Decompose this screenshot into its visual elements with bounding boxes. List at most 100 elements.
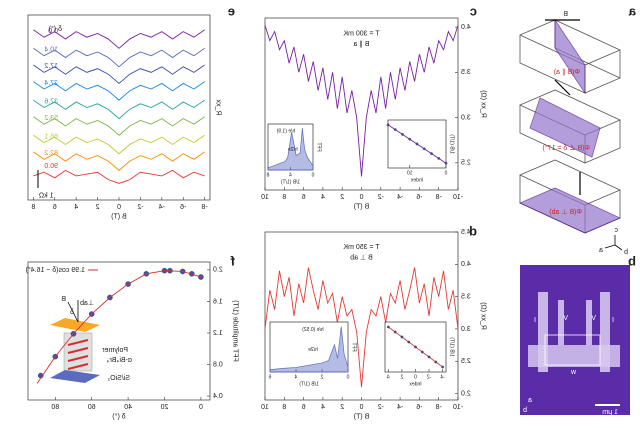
x-axis-label: 1/B (1/T)	[280, 179, 300, 185]
x-tick-label: 0	[346, 374, 349, 380]
x-tick-label: 6	[302, 194, 306, 201]
x-tick-label: -6	[416, 194, 422, 201]
data-point	[414, 345, 417, 349]
schematic-label: Φ(B ∠ δ = 17°)	[542, 144, 590, 152]
axis-label: a	[528, 397, 532, 404]
x-tick-label: -4	[397, 194, 403, 201]
x-tick-label: 10	[261, 194, 269, 201]
x-tick-label: 4	[387, 374, 390, 380]
data-line	[33, 64, 205, 85]
x-tick-label: 4	[289, 172, 292, 178]
axis-label: b	[624, 249, 628, 256]
x-axis-label: Index	[410, 177, 423, 183]
y-axis-label: R_xx	[215, 99, 222, 115]
data-line	[33, 169, 205, 184]
series-label: 10.4	[44, 47, 58, 54]
series-label: 27.4	[44, 80, 58, 87]
stack-label: Si/SiO₂	[107, 375, 130, 382]
x-axis-label: B (T)	[354, 414, 370, 421]
x-tick-label: 6	[53, 204, 57, 211]
annotation: 1 kΩ	[39, 193, 54, 200]
x-tick-label: -8	[435, 194, 441, 201]
x-tick-label: -6	[180, 204, 186, 211]
data-line	[33, 134, 205, 155]
axis-label: a	[599, 247, 603, 254]
plot-frame	[27, 261, 211, 401]
mirrored-figure: a b c d e f B Φ(B ∥ a) Φ(B ∠ δ = 17°) Φ(…	[26, 3, 636, 420]
plot-frame	[27, 14, 211, 201]
y-axis-label: FFT	[351, 342, 357, 351]
data-line	[264, 267, 459, 388]
x-tick-label: 0	[359, 404, 363, 411]
x-tick-label: -2	[427, 374, 432, 380]
x-tick-label: 2	[96, 204, 100, 211]
x-tick-label: 4	[74, 204, 78, 211]
panel-label: e	[228, 3, 235, 18]
x-tick-label: 60	[88, 404, 96, 411]
series-label: 0.0	[48, 28, 58, 35]
y-tick-label: 2.5	[461, 358, 471, 365]
x-tick-label: 80	[51, 404, 59, 411]
data-point	[420, 350, 424, 354]
series-label: 68.1	[44, 133, 58, 140]
x-tick-label: 0	[199, 404, 203, 411]
stack-label: ⊥ab	[80, 300, 94, 307]
annotation: h/e (1.9)	[276, 129, 295, 135]
data-line	[33, 99, 205, 120]
x-tick-label: 6	[268, 374, 271, 380]
data-line	[33, 47, 205, 68]
x-tick-label: 2	[400, 374, 403, 380]
x-tick-label: 20	[161, 404, 169, 411]
y-tick-label: 0.4	[213, 393, 223, 400]
panel-label: a	[628, 3, 636, 18]
x-tick-label: 0	[117, 204, 121, 211]
axis-label: b	[523, 407, 527, 414]
x-tick-label: 0	[414, 374, 417, 380]
data-point	[386, 123, 390, 127]
x-tick-label: 6	[302, 404, 306, 411]
x-tick-label: 10	[261, 404, 269, 411]
x-tick-label: 8	[282, 404, 286, 411]
data-line	[33, 151, 205, 171]
data-line	[264, 25, 459, 177]
y-tick-label: 4.0	[461, 24, 471, 31]
series-label: 90.0	[44, 163, 58, 170]
data-area	[267, 128, 314, 171]
device-label: I	[534, 317, 536, 324]
data-line	[33, 81, 205, 101]
x-axis-label: B (T)	[111, 214, 127, 221]
stack-label: α-Bi₄Br₄	[107, 357, 132, 364]
x-tick-label: -10	[453, 194, 463, 201]
schematic-label: Φ(B ⊥ ab)	[549, 209, 582, 216]
data-point	[393, 128, 397, 131]
data-line	[33, 29, 205, 49]
panel-label: f	[230, 253, 235, 268]
panel-label: c	[470, 3, 477, 18]
x-tick-label: 4	[294, 374, 297, 380]
panel-label: b	[628, 253, 636, 268]
y-tick-label: 3.5	[461, 293, 471, 300]
legend-label: 1.99 cos(δ − 16.4°)	[26, 266, 85, 274]
series-label: 53.2	[44, 115, 58, 122]
annotation: h/e (0.52)	[302, 327, 324, 333]
x-tick-label: 0	[311, 172, 314, 178]
y-axis-label: FFT	[316, 142, 322, 151]
x-tick-label: -10	[453, 404, 463, 411]
x-tick-label: 0	[359, 194, 363, 201]
y-tick-label: 2.0	[213, 267, 223, 274]
y-tick-label: 2.0	[461, 390, 471, 397]
x-axis-label: δ (°)	[112, 413, 125, 421]
x-tick-label: -6	[416, 404, 422, 411]
panel-label: d	[469, 223, 477, 238]
y-tick-label: 2.5	[461, 160, 471, 167]
y-tick-label: 4.0	[461, 261, 471, 268]
y-tick-label: 0.8	[213, 361, 223, 368]
series-label: 82.2	[44, 150, 58, 157]
data-point	[434, 360, 438, 364]
axis-label: c	[614, 227, 618, 234]
annotation: h/2e	[308, 347, 318, 353]
schematic	[519, 18, 623, 251]
y-tick-label: 3.5	[461, 69, 471, 76]
y-tick-label: 4.5	[461, 229, 471, 236]
